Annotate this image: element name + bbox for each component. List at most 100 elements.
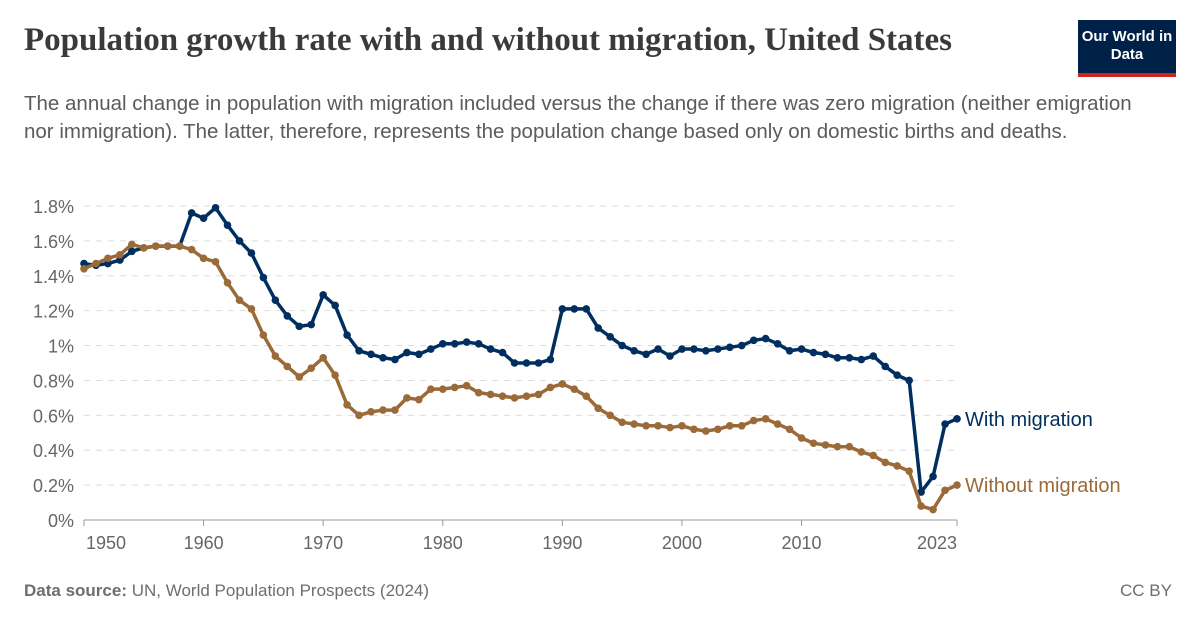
data-point xyxy=(462,381,471,390)
source-text[interactable]: UN, World Population Prospects (2024) xyxy=(131,581,430,600)
data-point xyxy=(427,345,435,353)
x-tick-label: 1990 xyxy=(542,533,582,553)
data-point xyxy=(773,420,782,428)
data-point xyxy=(773,340,782,348)
data-point xyxy=(881,362,890,371)
data-point xyxy=(247,305,256,313)
data-point xyxy=(271,296,280,305)
data-point xyxy=(785,425,794,434)
data-point xyxy=(618,341,626,350)
data-point xyxy=(809,439,818,448)
data-point xyxy=(104,259,112,268)
data-point xyxy=(80,265,88,273)
data-point xyxy=(223,278,232,287)
legend-label: With migration xyxy=(965,409,1093,431)
data-point xyxy=(714,345,722,353)
data-point xyxy=(582,305,591,313)
data-point xyxy=(917,488,925,496)
y-tick-label: 0.6% xyxy=(33,406,74,426)
x-tick-label: 1980 xyxy=(423,533,463,553)
data-point xyxy=(654,422,662,430)
data-point xyxy=(678,345,686,353)
data-point xyxy=(725,343,734,352)
x-tick-label: 1960 xyxy=(184,533,224,553)
data-point xyxy=(355,411,363,420)
data-point xyxy=(175,242,184,250)
data-point xyxy=(498,392,507,400)
data-point xyxy=(534,390,543,399)
data-point xyxy=(391,406,399,414)
data-point xyxy=(666,352,674,360)
data-point xyxy=(116,256,124,264)
data-point xyxy=(558,380,567,388)
data-point xyxy=(403,394,411,402)
data-point xyxy=(594,404,603,413)
data-point xyxy=(438,340,447,348)
data-point xyxy=(833,353,842,362)
data-point xyxy=(187,245,196,254)
data-point xyxy=(857,448,866,456)
y-tick-label: 1.6% xyxy=(33,232,74,252)
data-point xyxy=(654,345,662,353)
data-point xyxy=(821,350,830,359)
data-point xyxy=(403,348,411,357)
data-point xyxy=(522,392,531,400)
data-point xyxy=(702,427,710,435)
data-point xyxy=(570,305,579,313)
y-tick-label: 1.2% xyxy=(33,302,74,322)
data-point xyxy=(737,341,746,350)
data-point xyxy=(283,362,292,371)
data-point xyxy=(151,242,160,250)
data-point xyxy=(450,383,459,392)
data-point xyxy=(761,415,770,423)
owid-logo[interactable]: Our World in Data xyxy=(1078,20,1176,77)
data-point xyxy=(690,425,698,434)
data-point xyxy=(319,353,327,362)
data-point xyxy=(379,406,387,414)
data-point xyxy=(690,345,698,353)
data-point xyxy=(319,291,327,299)
data-point xyxy=(821,441,830,449)
data-point xyxy=(247,249,256,257)
logo-text: Our World in Data xyxy=(1081,28,1173,63)
data-point xyxy=(941,420,949,428)
data-point xyxy=(833,442,842,451)
data-point xyxy=(211,258,220,266)
data-point xyxy=(295,373,304,381)
y-tick-label: 0.4% xyxy=(33,441,74,461)
data-point xyxy=(522,359,531,367)
data-point xyxy=(905,467,913,475)
data-point xyxy=(797,345,806,353)
license[interactable]: CC BY xyxy=(1120,581,1172,600)
legend-label: Without migration xyxy=(965,475,1121,497)
data-point xyxy=(594,324,603,332)
data-point xyxy=(307,364,316,373)
data-point xyxy=(797,434,806,442)
data-point xyxy=(486,345,495,353)
data-point xyxy=(941,486,949,495)
chart-subtitle: The annual change in population with mig… xyxy=(24,92,1132,143)
data-point xyxy=(307,320,316,329)
data-point xyxy=(749,336,758,345)
data-point xyxy=(929,472,937,481)
data-point xyxy=(187,209,196,217)
chart-title: Population growth rate with and without … xyxy=(24,22,953,58)
data-point xyxy=(737,422,746,430)
data-point xyxy=(642,422,650,430)
data-point xyxy=(92,259,100,268)
x-tick-label: 2010 xyxy=(782,533,822,553)
data-point xyxy=(199,254,208,263)
data-point xyxy=(809,348,818,357)
data-point xyxy=(510,359,519,367)
x-tick-label: 1950 xyxy=(86,533,126,553)
y-tick-label: 0.2% xyxy=(33,476,74,496)
data-point xyxy=(678,422,686,430)
data-point xyxy=(367,350,375,359)
data-point xyxy=(761,334,770,343)
y-tick-label: 0% xyxy=(48,511,74,531)
data-point xyxy=(438,385,447,393)
data-source: Data source: UN, World Population Prospe… xyxy=(24,581,429,601)
data-point xyxy=(702,346,710,355)
data-point xyxy=(367,408,375,416)
data-point xyxy=(749,416,758,425)
